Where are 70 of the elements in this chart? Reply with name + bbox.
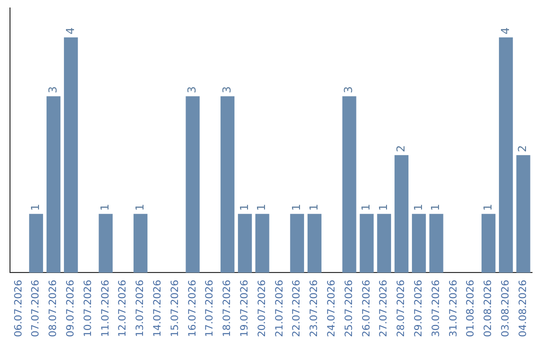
data-label: 1 [255, 204, 268, 211]
bar [64, 37, 78, 273]
bar [186, 96, 200, 273]
bar [342, 96, 356, 273]
bar [255, 214, 270, 273]
x-tick-label: 27.07.2026 [378, 280, 390, 338]
data-label: 3 [342, 86, 356, 94]
x-tick-label: 28.07.2026 [396, 280, 408, 338]
bar [98, 214, 113, 273]
data-label: 4 [498, 27, 512, 34]
x-tick-label: 23.07.2026 [309, 280, 320, 338]
bar [429, 214, 444, 273]
x-tick-label: 10.07.2026 [82, 280, 94, 338]
x-tick-label: 11.07.2026 [100, 280, 112, 338]
x-tick-label: 04.08.2026 [518, 280, 529, 338]
bar [360, 214, 374, 273]
data-label: 1 [429, 204, 442, 211]
x-tick-label: 15.07.2026 [170, 280, 181, 338]
bar [290, 214, 304, 273]
bar [498, 37, 513, 273]
x-tick-label: 20.07.2026 [256, 280, 268, 338]
x-tick-label: 13.07.2026 [135, 280, 146, 338]
x-tick-label: 29.07.2026 [413, 280, 424, 338]
data-label: 1 [360, 204, 373, 211]
x-tick-label: 24.07.2026 [326, 280, 338, 338]
x-tick-label: 07.07.2026 [30, 280, 42, 338]
data-label: 1 [481, 204, 494, 211]
bar [394, 155, 408, 273]
bar [412, 214, 426, 273]
x-tick-label: 09.07.2026 [65, 280, 76, 338]
data-label: 1 [412, 204, 425, 211]
data-label: 2 [516, 145, 530, 152]
data-label: 2 [394, 145, 408, 152]
data-label: 1 [28, 204, 42, 211]
x-tick-label: 01.08.2026 [466, 280, 477, 338]
data-label: 1 [376, 204, 390, 211]
x-tick-label: 26.07.2026 [361, 280, 372, 338]
x-tick-label: 08.07.2026 [48, 280, 60, 338]
x-tick-label: 03.08.2026 [500, 280, 512, 338]
x-tick-label: 19.07.2026 [239, 280, 250, 338]
data-label: 1 [307, 204, 320, 211]
bar [29, 214, 44, 273]
bar [238, 214, 252, 273]
x-tick-label: 06.07.2026 [13, 280, 24, 338]
x-tick-label: 14.07.2026 [152, 280, 164, 338]
data-label: 3 [220, 86, 234, 94]
x-tick-label: 30.07.2026 [430, 280, 442, 338]
bar [308, 214, 322, 273]
x-tick-label: 31.07.2026 [448, 280, 460, 338]
data-label: 3 [46, 86, 60, 94]
data-label: 1 [238, 204, 251, 211]
bar [46, 96, 60, 273]
data-label: 4 [64, 27, 77, 34]
bar [220, 96, 234, 273]
data-label: 3 [186, 86, 199, 94]
bar [482, 214, 496, 273]
x-tick-label: 12.07.2026 [118, 280, 129, 338]
x-tick-label: 25.07.2026 [344, 280, 355, 338]
bar [134, 214, 148, 273]
data-label: 1 [98, 204, 112, 211]
bar [377, 214, 392, 273]
x-tick-label: 02.08.2026 [483, 280, 494, 338]
x-tick-label: 16.07.2026 [187, 280, 198, 338]
data-label: 1 [290, 204, 303, 211]
x-tick-label: 22.07.2026 [292, 280, 303, 338]
data-label: 1 [133, 204, 146, 211]
x-tick-label: 21.07.2026 [274, 280, 286, 338]
x-tick-label: 17.07.2026 [204, 280, 216, 338]
bar [516, 155, 530, 273]
x-tick-label: 18.07.2026 [222, 280, 234, 338]
